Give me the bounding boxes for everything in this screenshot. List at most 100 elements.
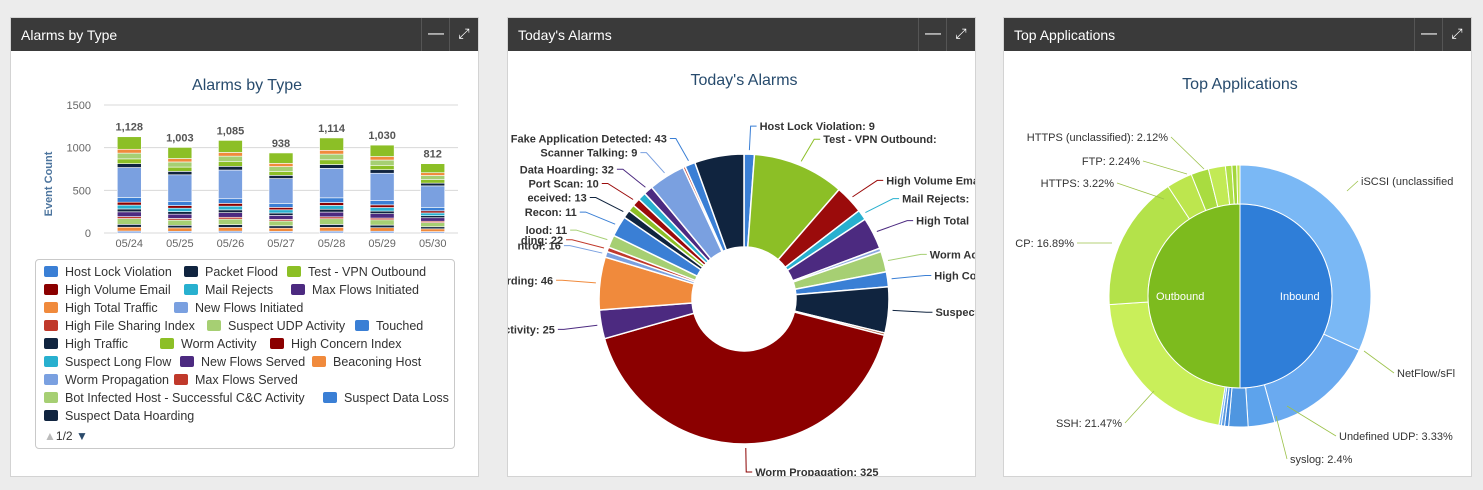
legend-item[interactable]: High File Sharing Index: [44, 319, 195, 333]
expand-icon[interactable]: ⤢: [946, 18, 975, 51]
bar-segment[interactable]: [369, 165, 395, 171]
bar-segment[interactable]: [369, 224, 395, 229]
bar-segment[interactable]: [116, 136, 142, 150]
bar-segment[interactable]: [369, 210, 395, 214]
legend-item[interactable]: Bot Infected Host - Successful C&C Activ…: [44, 391, 305, 405]
bar-segment[interactable]: [369, 207, 395, 212]
bar-segment[interactable]: [369, 200, 395, 206]
legend-item[interactable]: High Concern Index: [270, 337, 401, 351]
bar-segment[interactable]: [268, 171, 294, 176]
legend-item[interactable]: Worm Propagation: [44, 373, 169, 387]
bar-segment[interactable]: [420, 175, 446, 180]
bar-segment[interactable]: [319, 159, 344, 165]
bar-segment[interactable]: [218, 224, 243, 228]
legend-item[interactable]: Worm Activity: [160, 337, 256, 351]
expand-icon[interactable]: ⤢: [1442, 18, 1471, 51]
bar-segment[interactable]: [319, 218, 344, 225]
legend-item[interactable]: Beaconing Host: [312, 355, 421, 369]
bar-segment[interactable]: [167, 201, 193, 206]
bar-segment[interactable]: [218, 205, 243, 211]
bar-segment[interactable]: [420, 172, 446, 176]
bar-segment[interactable]: [167, 205, 193, 209]
outer-slice[interactable]: [1236, 164, 1241, 205]
bar-segment[interactable]: [167, 227, 193, 232]
bar-segment[interactable]: [369, 213, 395, 219]
legend-item[interactable]: New Flows Served: [180, 355, 305, 369]
donut-slice[interactable]: [693, 153, 745, 252]
minimize-icon[interactable]: —: [421, 18, 450, 51]
bar-segment[interactable]: [268, 163, 294, 167]
bar-segment[interactable]: [420, 226, 446, 230]
bar-segment[interactable]: [218, 198, 243, 204]
bar-segment[interactable]: [319, 137, 344, 151]
bar-segment[interactable]: [420, 185, 446, 208]
bar-segment[interactable]: [116, 224, 142, 228]
bar-segment[interactable]: [116, 167, 142, 198]
bar-segment[interactable]: [116, 158, 142, 164]
bar-segment[interactable]: [218, 209, 243, 213]
bar-segment[interactable]: [218, 169, 243, 200]
bar-segment[interactable]: [116, 226, 142, 232]
bar-segment[interactable]: [218, 166, 243, 171]
bar-segment[interactable]: [167, 174, 193, 202]
bar-segment[interactable]: [420, 210, 446, 214]
page-down-icon[interactable]: ▼: [75, 429, 88, 443]
bar-segment[interactable]: [116, 218, 142, 225]
bar-segment[interactable]: [268, 175, 294, 179]
bar-segment[interactable]: [268, 215, 294, 220]
legend-item[interactable]: Suspect Data Loss: [323, 391, 449, 405]
bar-segment[interactable]: [167, 213, 193, 219]
legend-item[interactable]: Suspect Data Hoarding: [44, 409, 194, 423]
bar-segment[interactable]: [420, 207, 446, 212]
legend-item[interactable]: High Total Traffic: [44, 301, 158, 315]
bar-segment[interactable]: [369, 219, 395, 226]
bar-segment[interactable]: [420, 222, 446, 228]
bar-segment[interactable]: [218, 218, 243, 225]
legend-item[interactable]: Packet Flood: [184, 265, 278, 279]
bar-segment[interactable]: [167, 207, 193, 212]
bar-segment[interactable]: [268, 178, 294, 204]
legend-item[interactable]: Test - VPN Outbound: [287, 265, 426, 279]
bar-segment[interactable]: [268, 209, 294, 214]
bar-segment[interactable]: [319, 153, 344, 161]
bar-segment[interactable]: [218, 155, 243, 163]
bar-segment[interactable]: [167, 171, 193, 176]
bar-segment[interactable]: [420, 182, 446, 187]
bar-segment[interactable]: [319, 205, 344, 210]
bar-segment[interactable]: [116, 148, 142, 154]
bar-segment[interactable]: [218, 140, 243, 153]
donut-slice[interactable]: [603, 311, 886, 445]
bar-segment[interactable]: [167, 219, 193, 226]
inner-slice[interactable]: [1147, 203, 1241, 389]
legend-item[interactable]: New Flows Initiated: [174, 301, 303, 315]
bar-segment[interactable]: [369, 227, 395, 232]
bar-segment[interactable]: [319, 149, 344, 155]
bar-segment[interactable]: [369, 159, 395, 166]
bar-segment[interactable]: [319, 211, 344, 218]
bar-segment[interactable]: [268, 166, 294, 172]
bar-segment[interactable]: [319, 197, 344, 203]
bar-segment[interactable]: [167, 224, 193, 229]
expand-icon[interactable]: ⤢: [449, 18, 478, 51]
bar-segment[interactable]: [218, 212, 243, 218]
bar-segment[interactable]: [268, 212, 294, 216]
bar-segment[interactable]: [319, 164, 344, 169]
bar-segment[interactable]: [369, 169, 395, 174]
bar-segment[interactable]: [369, 172, 395, 201]
bar-segment[interactable]: [319, 168, 344, 199]
bar-segment[interactable]: [268, 220, 294, 227]
bar-segment[interactable]: [116, 204, 142, 210]
bar-segment[interactable]: [167, 161, 193, 168]
bar-segment[interactable]: [420, 179, 446, 184]
bar-segment[interactable]: [218, 161, 243, 167]
minimize-icon[interactable]: —: [1414, 18, 1443, 51]
bar-segment[interactable]: [420, 163, 446, 174]
bar-segment[interactable]: [116, 163, 142, 168]
bar-segment[interactable]: [420, 228, 446, 232]
bar-segment[interactable]: [268, 225, 294, 229]
legend-item[interactable]: Mail Rejects: [184, 283, 273, 297]
bar-segment[interactable]: [218, 203, 243, 207]
legend-item[interactable]: Suspect Long Flow: [44, 355, 171, 369]
bar-segment[interactable]: [116, 201, 142, 206]
bar-segment[interactable]: [116, 211, 142, 217]
